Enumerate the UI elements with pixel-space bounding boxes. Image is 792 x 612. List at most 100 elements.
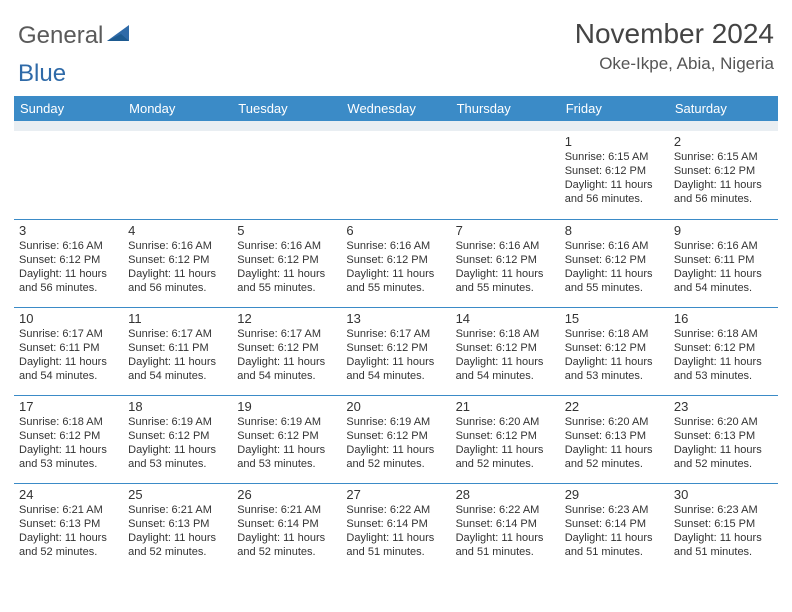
day-number: 17 [19,399,118,414]
calendar-table: Sunday Monday Tuesday Wednesday Thursday… [14,96,778,571]
sunrise-line: Sunrise: 6:18 AM [456,327,555,341]
day-cell: 1Sunrise: 6:15 AMSunset: 6:12 PMDaylight… [560,131,669,219]
daylight-line: Daylight: 11 hours and 54 minutes. [456,355,555,383]
daylight-line: Daylight: 11 hours and 53 minutes. [565,355,664,383]
day-cell: 15Sunrise: 6:18 AMSunset: 6:12 PMDayligh… [560,307,669,395]
daylight-line: Daylight: 11 hours and 52 minutes. [565,443,664,471]
sunset-line: Sunset: 6:12 PM [565,341,664,355]
sunrise-line: Sunrise: 6:20 AM [565,415,664,429]
day-cell [451,131,560,219]
sunrise-line: Sunrise: 6:17 AM [346,327,445,341]
day-cell: 23Sunrise: 6:20 AMSunset: 6:13 PMDayligh… [669,395,778,483]
sunset-line: Sunset: 6:13 PM [674,429,773,443]
sunset-line: Sunset: 6:12 PM [346,341,445,355]
sunrise-line: Sunrise: 6:22 AM [346,503,445,517]
logo-word-general: General [18,22,103,50]
logo-mark-icon [107,22,133,50]
dow-tuesday: Tuesday [232,96,341,121]
dow-thursday: Thursday [451,96,560,121]
day-cell: 14Sunrise: 6:18 AMSunset: 6:12 PMDayligh… [451,307,560,395]
day-number: 24 [19,487,118,502]
sunrise-line: Sunrise: 6:15 AM [674,150,773,164]
day-number: 28 [456,487,555,502]
sunrise-line: Sunrise: 6:16 AM [128,239,227,253]
day-cell: 28Sunrise: 6:22 AMSunset: 6:14 PMDayligh… [451,483,560,571]
sunrise-line: Sunrise: 6:21 AM [19,503,118,517]
sunset-line: Sunset: 6:12 PM [19,253,118,267]
daylight-line: Daylight: 11 hours and 51 minutes. [565,531,664,559]
sunset-line: Sunset: 6:12 PM [19,429,118,443]
calendar-body: 1Sunrise: 6:15 AMSunset: 6:12 PMDaylight… [14,131,778,571]
daylight-line: Daylight: 11 hours and 52 minutes. [346,443,445,471]
sunrise-line: Sunrise: 6:19 AM [128,415,227,429]
day-cell [232,131,341,219]
sunset-line: Sunset: 6:12 PM [456,253,555,267]
daylight-line: Daylight: 11 hours and 53 minutes. [19,443,118,471]
spacer-row [14,121,778,131]
daylight-line: Daylight: 11 hours and 51 minutes. [674,531,773,559]
day-number: 7 [456,223,555,238]
daylight-line: Daylight: 11 hours and 53 minutes. [237,443,336,471]
logo-blue-text: Blue [18,60,66,87]
day-number: 13 [346,311,445,326]
day-cell: 25Sunrise: 6:21 AMSunset: 6:13 PMDayligh… [123,483,232,571]
day-number: 30 [674,487,773,502]
daylight-line: Daylight: 11 hours and 56 minutes. [565,178,664,206]
day-number: 11 [128,311,227,326]
daylight-line: Daylight: 11 hours and 53 minutes. [128,443,227,471]
day-cell: 5Sunrise: 6:16 AMSunset: 6:12 PMDaylight… [232,219,341,307]
day-cell: 9Sunrise: 6:16 AMSunset: 6:11 PMDaylight… [669,219,778,307]
day-cell: 20Sunrise: 6:19 AMSunset: 6:12 PMDayligh… [341,395,450,483]
day-cell: 11Sunrise: 6:17 AMSunset: 6:11 PMDayligh… [123,307,232,395]
day-cell: 27Sunrise: 6:22 AMSunset: 6:14 PMDayligh… [341,483,450,571]
week-row: 17Sunrise: 6:18 AMSunset: 6:12 PMDayligh… [14,395,778,483]
sunrise-line: Sunrise: 6:23 AM [674,503,773,517]
day-number: 27 [346,487,445,502]
day-number: 5 [237,223,336,238]
sunset-line: Sunset: 6:11 PM [19,341,118,355]
logo: General [18,18,133,50]
sunrise-line: Sunrise: 6:23 AM [565,503,664,517]
daylight-line: Daylight: 11 hours and 53 minutes. [674,355,773,383]
spacer-cell [14,121,778,131]
sunset-line: Sunset: 6:12 PM [456,429,555,443]
sunrise-line: Sunrise: 6:20 AM [456,415,555,429]
week-row: 1Sunrise: 6:15 AMSunset: 6:12 PMDaylight… [14,131,778,219]
day-cell: 21Sunrise: 6:20 AMSunset: 6:12 PMDayligh… [451,395,560,483]
day-cell: 18Sunrise: 6:19 AMSunset: 6:12 PMDayligh… [123,395,232,483]
day-cell: 30Sunrise: 6:23 AMSunset: 6:15 PMDayligh… [669,483,778,571]
day-cell: 3Sunrise: 6:16 AMSunset: 6:12 PMDaylight… [14,219,123,307]
week-row: 3Sunrise: 6:16 AMSunset: 6:12 PMDaylight… [14,219,778,307]
day-number: 1 [565,134,664,149]
daylight-line: Daylight: 11 hours and 56 minutes. [674,178,773,206]
day-number: 20 [346,399,445,414]
calendar-page: General November 2024 Oke-Ikpe, Abia, Ni… [0,0,792,581]
day-cell: 24Sunrise: 6:21 AMSunset: 6:13 PMDayligh… [14,483,123,571]
daylight-line: Daylight: 11 hours and 54 minutes. [346,355,445,383]
day-cell: 22Sunrise: 6:20 AMSunset: 6:13 PMDayligh… [560,395,669,483]
dow-row: Sunday Monday Tuesday Wednesday Thursday… [14,96,778,121]
day-number: 26 [237,487,336,502]
sunrise-line: Sunrise: 6:17 AM [237,327,336,341]
sunset-line: Sunset: 6:12 PM [346,429,445,443]
daylight-line: Daylight: 11 hours and 51 minutes. [346,531,445,559]
sunset-line: Sunset: 6:13 PM [565,429,664,443]
day-number: 9 [674,223,773,238]
daylight-line: Daylight: 11 hours and 52 minutes. [128,531,227,559]
day-cell: 12Sunrise: 6:17 AMSunset: 6:12 PMDayligh… [232,307,341,395]
sunrise-line: Sunrise: 6:22 AM [456,503,555,517]
day-cell: 6Sunrise: 6:16 AMSunset: 6:12 PMDaylight… [341,219,450,307]
day-cell: 2Sunrise: 6:15 AMSunset: 6:12 PMDaylight… [669,131,778,219]
sunset-line: Sunset: 6:12 PM [128,253,227,267]
sunset-line: Sunset: 6:12 PM [565,253,664,267]
daylight-line: Daylight: 11 hours and 55 minutes. [456,267,555,295]
sunrise-line: Sunrise: 6:20 AM [674,415,773,429]
day-cell [341,131,450,219]
day-number: 16 [674,311,773,326]
day-cell: 29Sunrise: 6:23 AMSunset: 6:14 PMDayligh… [560,483,669,571]
sunrise-line: Sunrise: 6:19 AM [237,415,336,429]
day-number: 4 [128,223,227,238]
sunset-line: Sunset: 6:12 PM [237,341,336,355]
sunrise-line: Sunrise: 6:21 AM [128,503,227,517]
sunrise-line: Sunrise: 6:19 AM [346,415,445,429]
